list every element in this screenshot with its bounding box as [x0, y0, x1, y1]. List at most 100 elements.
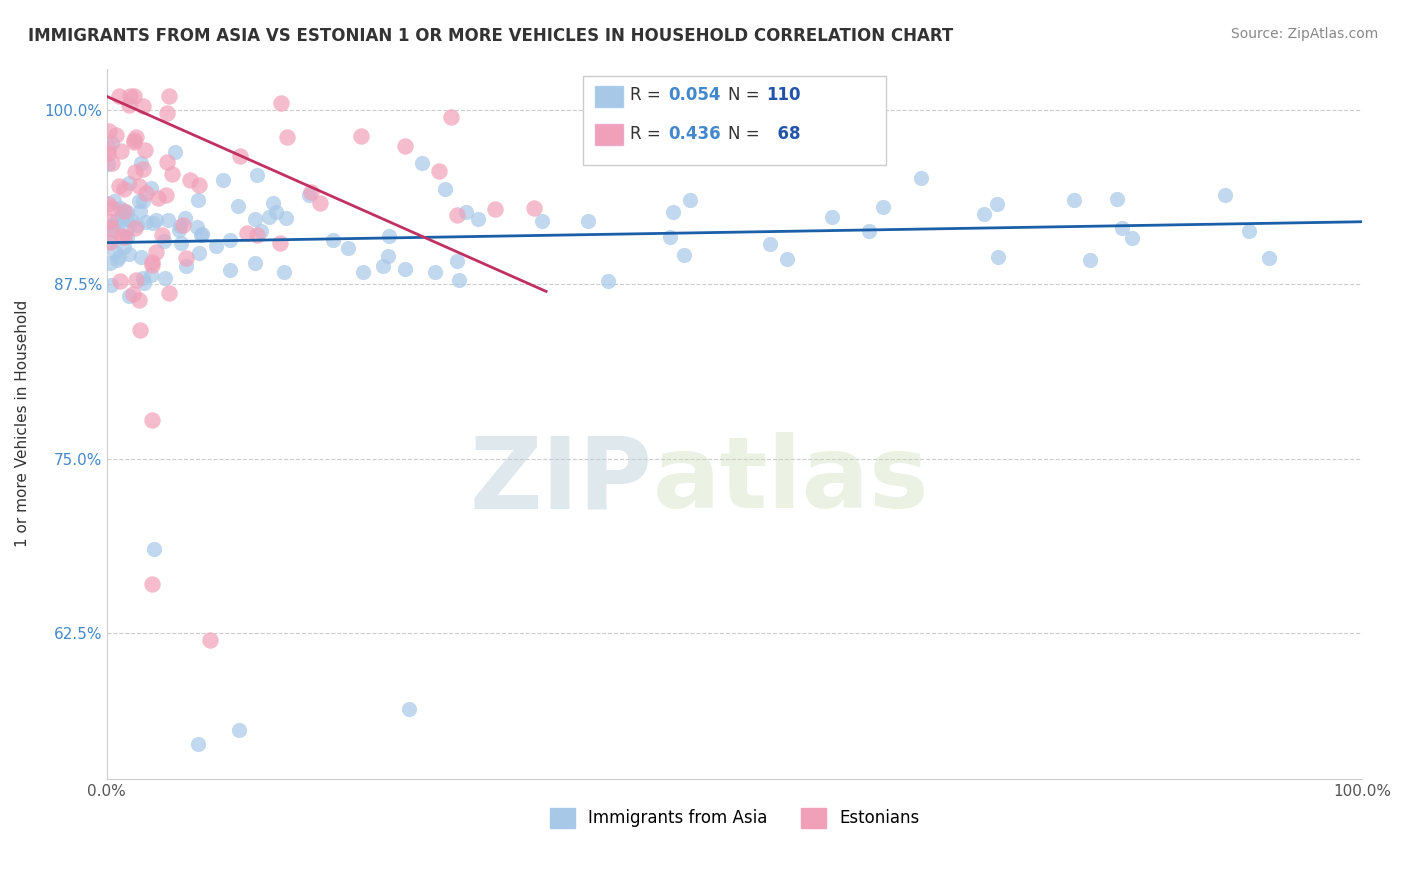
Point	[155, 154, 177, 169]
Text: R =: R =	[630, 125, 666, 143]
Text: atlas: atlas	[652, 432, 929, 529]
Point	[170, 236, 193, 251]
Point	[111, 213, 134, 227]
Point	[1213, 188, 1236, 202]
Point	[236, 226, 259, 240]
Point	[394, 262, 416, 277]
Point	[440, 111, 463, 125]
Point	[118, 176, 141, 190]
Point	[434, 182, 457, 196]
Point	[679, 193, 702, 207]
Point	[349, 129, 371, 144]
Point	[117, 205, 139, 219]
Point	[270, 95, 292, 110]
Point	[128, 293, 150, 307]
Point	[97, 235, 120, 250]
Point	[259, 210, 281, 224]
Point	[211, 173, 233, 187]
Text: 110: 110	[766, 87, 801, 104]
Point	[228, 723, 250, 738]
Point	[598, 275, 620, 289]
Text: 0.054: 0.054	[668, 87, 720, 104]
Text: IMMIGRANTS FROM ASIA VS ESTONIAN 1 OR MORE VEHICLES IN HOUSEHOLD CORRELATION CHA: IMMIGRANTS FROM ASIA VS ESTONIAN 1 OR MO…	[28, 27, 953, 45]
Point	[186, 219, 208, 234]
Point	[322, 233, 344, 247]
Point	[117, 98, 139, 112]
Point	[174, 252, 197, 266]
Point	[131, 250, 153, 264]
Point	[187, 178, 209, 192]
Point	[142, 216, 165, 230]
Point	[200, 632, 222, 647]
Point	[131, 156, 153, 170]
Point	[129, 323, 152, 337]
Point	[429, 164, 451, 178]
Point	[1237, 224, 1260, 238]
Text: N =: N =	[728, 125, 765, 143]
Point	[1258, 251, 1281, 265]
Point	[662, 205, 685, 219]
Point	[336, 242, 359, 256]
Point	[101, 219, 124, 233]
Point	[190, 228, 212, 243]
Point	[110, 145, 132, 159]
Point	[108, 201, 131, 215]
Point	[111, 208, 134, 222]
Point	[219, 233, 242, 247]
Point	[156, 106, 179, 120]
Point	[118, 246, 141, 260]
Text: 0.436: 0.436	[668, 125, 720, 143]
Point	[394, 139, 416, 153]
Point	[276, 211, 298, 226]
Point	[124, 221, 146, 235]
Point	[523, 201, 546, 215]
Point	[124, 165, 146, 179]
Point	[910, 171, 932, 186]
Point	[97, 124, 120, 138]
Point	[135, 186, 157, 201]
Point	[145, 212, 167, 227]
Point	[243, 255, 266, 269]
Point	[122, 89, 145, 103]
Point	[108, 274, 131, 288]
Point	[141, 258, 163, 272]
Point	[262, 195, 284, 210]
Point	[821, 210, 844, 224]
Point	[141, 255, 163, 269]
Point	[107, 178, 129, 193]
Point	[160, 167, 183, 181]
Point	[103, 194, 125, 209]
Point	[105, 253, 128, 268]
Point	[103, 223, 125, 237]
Point	[111, 228, 134, 243]
Point	[299, 186, 322, 200]
Point	[155, 188, 177, 202]
Point	[100, 220, 122, 235]
Point	[373, 259, 395, 273]
Point	[100, 277, 122, 292]
Point	[128, 203, 150, 218]
Point	[112, 203, 135, 218]
Point	[125, 273, 148, 287]
Point	[576, 214, 599, 228]
Point	[97, 145, 120, 160]
Point	[142, 542, 165, 557]
Point	[115, 221, 138, 235]
Point	[97, 141, 120, 155]
Point	[188, 246, 211, 260]
Point	[101, 202, 124, 216]
Point	[1080, 252, 1102, 267]
Point	[108, 89, 131, 103]
Point	[776, 252, 799, 266]
Point	[145, 244, 167, 259]
Point	[973, 207, 995, 221]
Point	[1105, 192, 1128, 206]
Point	[100, 213, 122, 227]
Point	[103, 245, 125, 260]
Point	[246, 168, 269, 182]
Point	[266, 205, 288, 219]
Point	[108, 250, 131, 264]
Point	[112, 204, 135, 219]
Point	[152, 234, 174, 248]
Point	[97, 197, 120, 211]
